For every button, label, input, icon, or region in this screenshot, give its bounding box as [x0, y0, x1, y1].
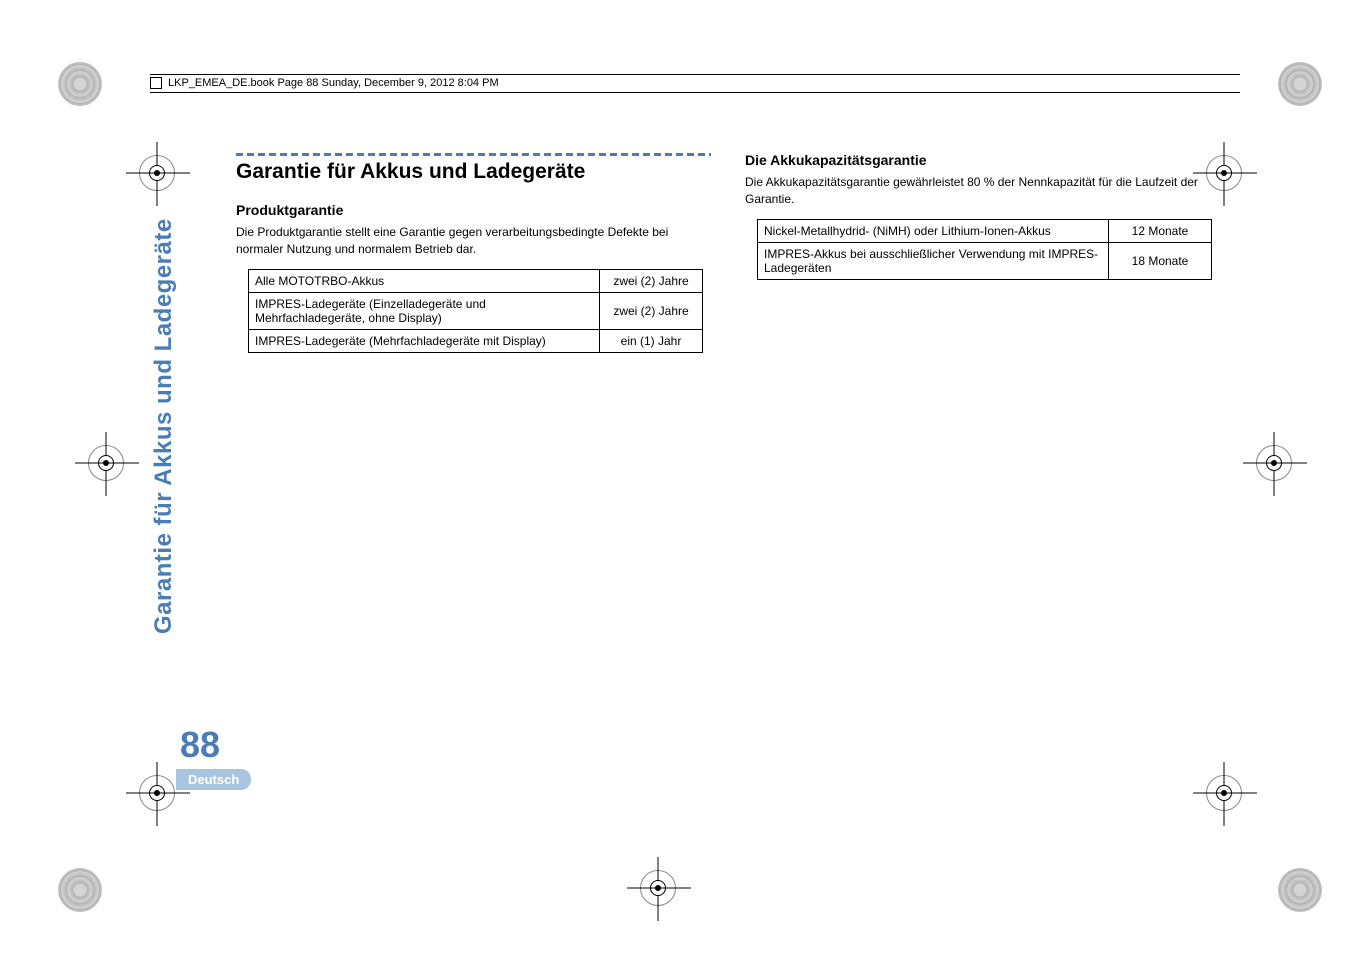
- corner-mark-tr: [1278, 62, 1322, 106]
- page-number: 88: [180, 724, 220, 766]
- cell: IMPRES-Ladegeräte (Mehrfachladegeräte mi…: [249, 329, 600, 352]
- cell: ein (1) Jahr: [600, 329, 703, 352]
- sidebar-title: Garantie für Akkus und Ladegeräte: [150, 218, 178, 634]
- content-area: Garantie für Akkus und Ladegeräte Produk…: [236, 150, 1220, 814]
- cell: zwei (2) Jahre: [600, 269, 703, 292]
- sidebar: Garantie für Akkus und Ladegeräte 88: [180, 150, 214, 814]
- page-sheet: Garantie für Akkus und Ladegeräte 88 Deu…: [180, 150, 1220, 814]
- right-column: Die Akkukapazitätsgarantie Die Akkukapaz…: [745, 150, 1220, 814]
- dashed-rule: [236, 150, 711, 158]
- register-mark-right-mid: [1256, 445, 1292, 481]
- table-row: Alle MOTOTRBO-Akkuszwei (2) Jahre: [249, 269, 703, 292]
- register-mark-left-bot: [139, 775, 175, 811]
- register-mark-left-mid: [88, 445, 124, 481]
- frame-header: LKP_EMEA_DE.book Page 88 Sunday, Decembe…: [150, 74, 1240, 89]
- cell: 12 Monate: [1109, 219, 1212, 242]
- section-heading: Garantie für Akkus und Ladegeräte: [236, 160, 711, 184]
- cell: IMPRES-Ladegeräte (Einzelladegeräte und …: [249, 292, 600, 329]
- register-mark-left-top: [139, 155, 175, 191]
- right-paragraph: Die Akkukapazitätsgarantie gewährleistet…: [745, 174, 1220, 209]
- left-paragraph: Die Produktgarantie stellt eine Garantie…: [236, 224, 711, 259]
- cell: IMPRES-Akkus bei ausschließlicher Verwen…: [758, 242, 1109, 279]
- frame-header-text: LKP_EMEA_DE.book Page 88 Sunday, Decembe…: [168, 77, 499, 89]
- table-row: IMPRES-Akkus bei ausschließlicher Verwen…: [758, 242, 1212, 279]
- right-subheading: Die Akkukapazitätsgarantie: [745, 152, 1220, 168]
- cell: 18 Monate: [1109, 242, 1212, 279]
- left-column: Garantie für Akkus und Ladegeräte Produk…: [236, 150, 711, 814]
- left-subheading: Produktgarantie: [236, 202, 711, 218]
- table-row: IMPRES-Ladegeräte (Einzelladegeräte und …: [249, 292, 703, 329]
- cell: Nickel-Metallhydrid- (NiMH) oder Lithium…: [758, 219, 1109, 242]
- right-table: Nickel-Metallhydrid- (NiMH) oder Lithium…: [757, 219, 1212, 280]
- table-row: IMPRES-Ladegeräte (Mehrfachladegeräte mi…: [249, 329, 703, 352]
- cell: zwei (2) Jahre: [600, 292, 703, 329]
- frame-rule: [150, 92, 1240, 93]
- cell: Alle MOTOTRBO-Akkus: [249, 269, 600, 292]
- register-mark-bottom: [640, 870, 676, 906]
- corner-mark-tl: [58, 62, 102, 106]
- corner-mark-bl: [58, 868, 102, 912]
- table-row: Nickel-Metallhydrid- (NiMH) oder Lithium…: [758, 219, 1212, 242]
- frame-square-icon: [150, 77, 162, 89]
- corner-mark-br: [1278, 868, 1322, 912]
- left-table: Alle MOTOTRBO-Akkuszwei (2) Jahre IMPRES…: [248, 269, 703, 353]
